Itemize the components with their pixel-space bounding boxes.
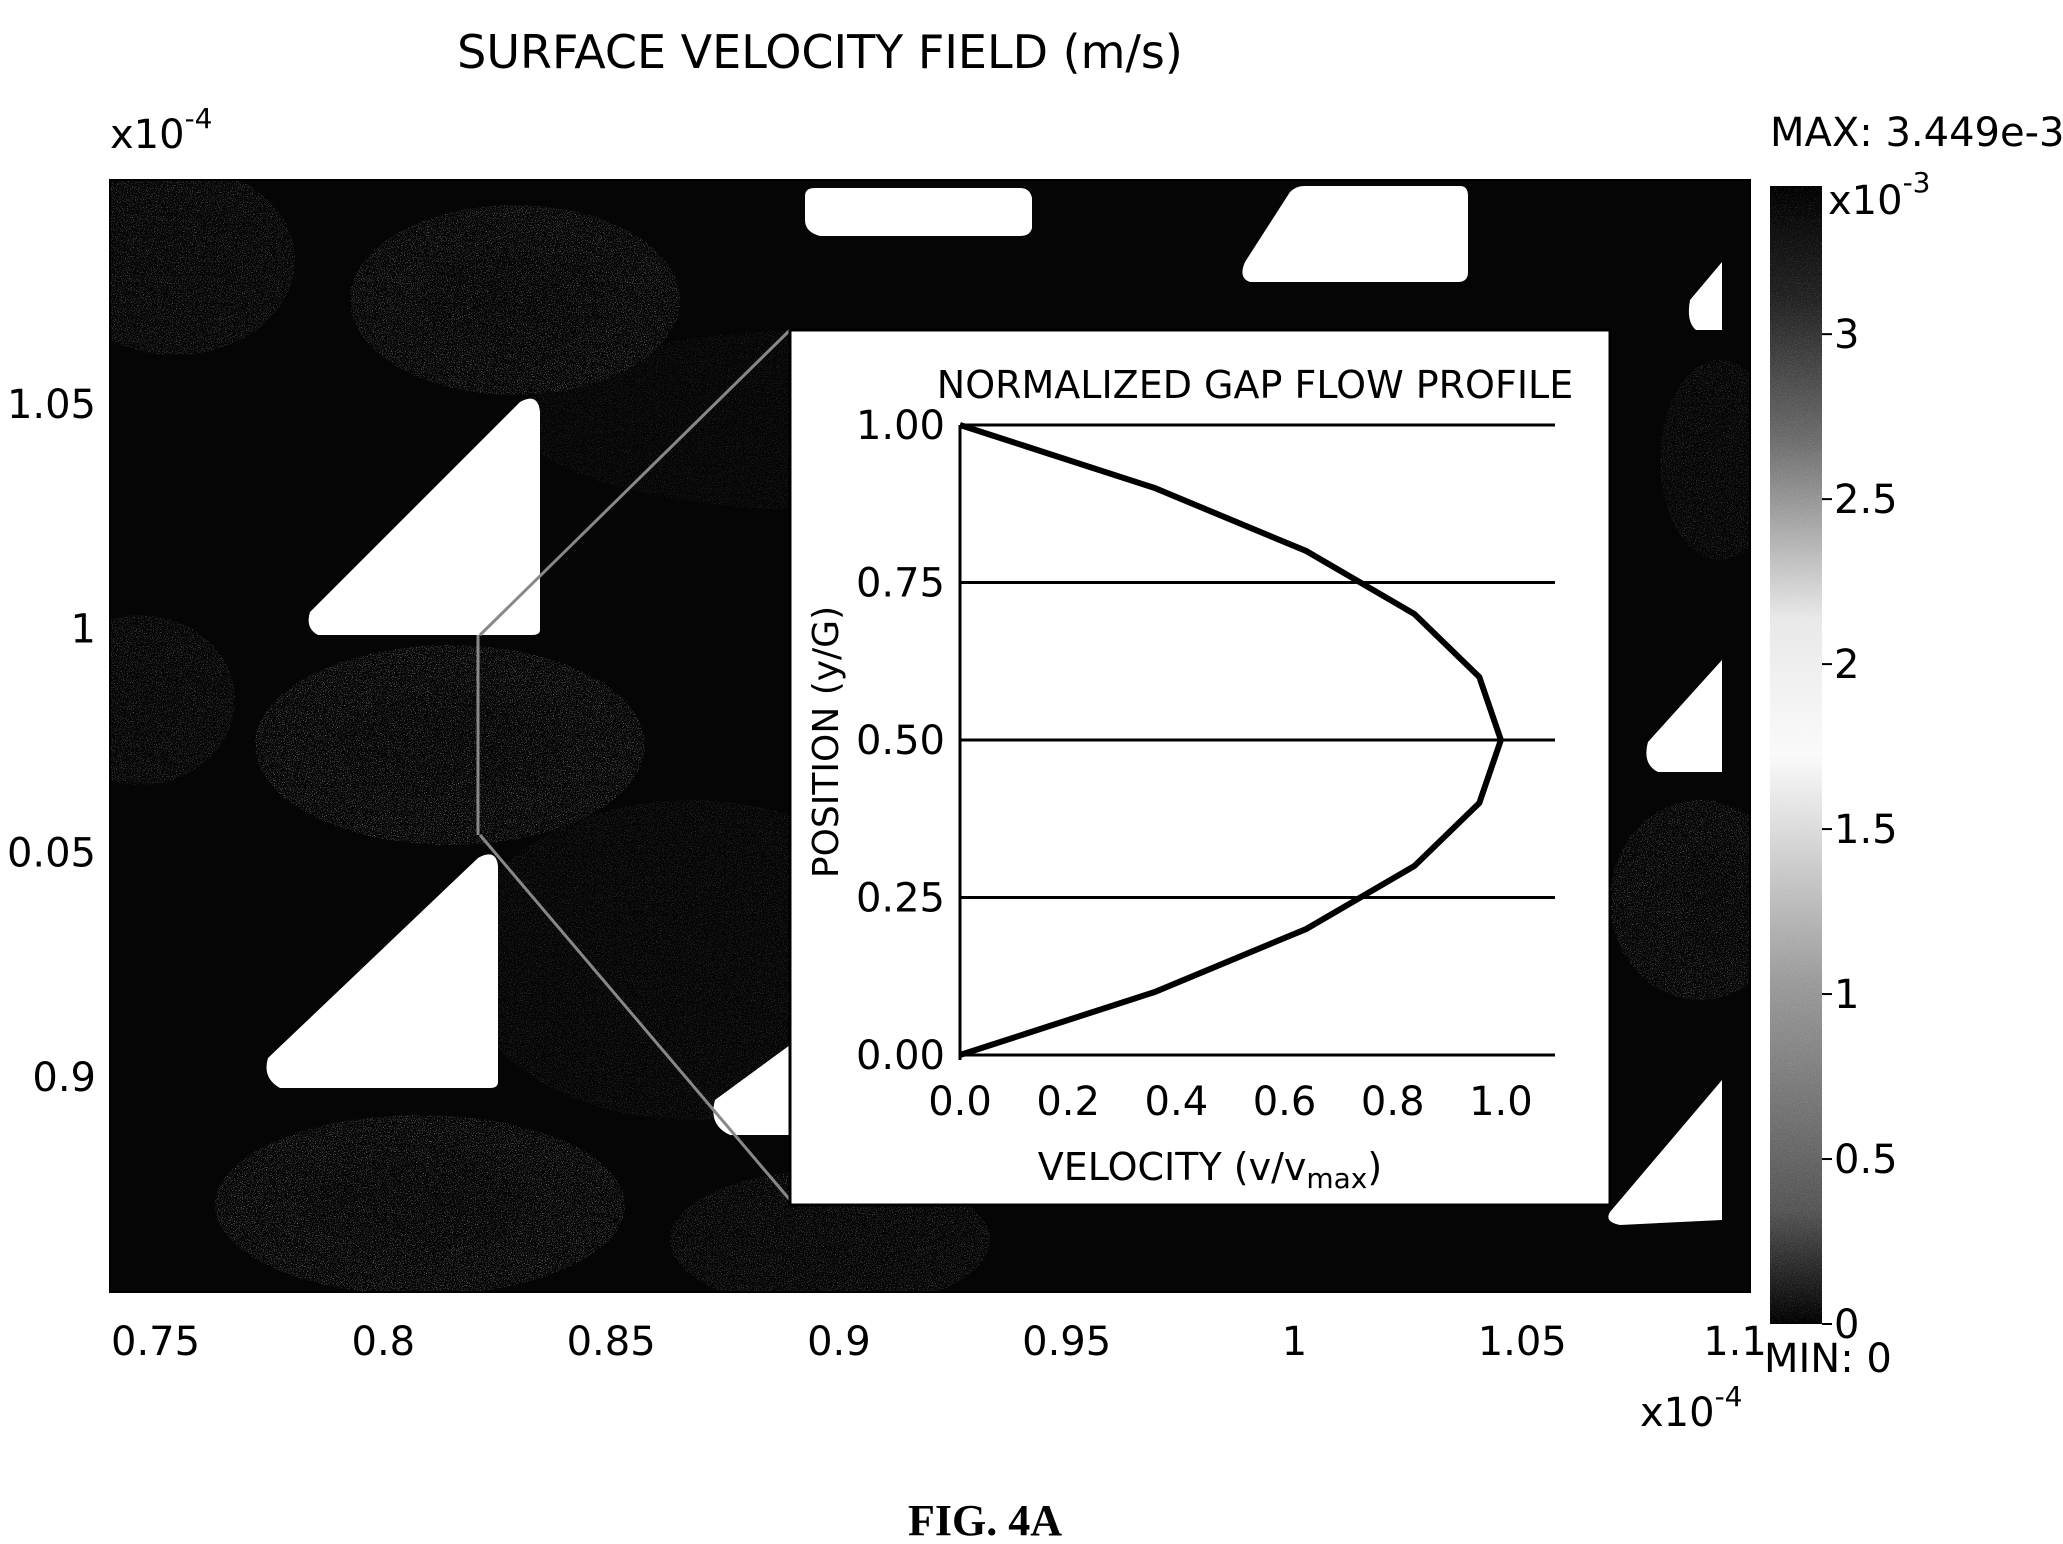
- inset-x-axis-label: VELOCITY (v/vmax): [1038, 1145, 1382, 1195]
- colorbar-ticks: 3 2.5 2 1.5 1 0.5 0: [1822, 312, 1898, 1348]
- inset-y-tick-label: 0.50: [856, 718, 945, 764]
- inset-x-tick-label: 0.6: [1253, 1079, 1317, 1125]
- inset-x-tick-label: 0.4: [1145, 1079, 1209, 1125]
- inset-title: NORMALIZED GAP FLOW PROFILE: [937, 363, 1573, 407]
- heatmap-x-tick-label: 0.85: [567, 1319, 656, 1365]
- figure-caption: FIG. 4A: [908, 1496, 1062, 1544]
- obstacle-right-edge-mid: [1646, 660, 1722, 772]
- obstacles: [266, 186, 1722, 1225]
- colorbar-tick-label: 0: [1834, 1302, 1859, 1348]
- heatmap-x-tick-label: 0.75: [111, 1319, 200, 1365]
- obstacle-lower-triangle: [266, 854, 498, 1088]
- gap-flow-inset: NORMALIZED GAP FLOW PROFILE 1.00 0.75 0.50…: [788, 328, 1612, 1207]
- core-right: [1680, 845, 1750, 955]
- obstacle-top-right: [1242, 186, 1468, 282]
- obstacle-upper-triangle: [308, 398, 540, 635]
- inset-x-tick-label: 1.0: [1469, 1079, 1533, 1125]
- gap-indicator-line-top: [478, 328, 792, 637]
- heatmap-x-tick-label: 0.95: [1022, 1319, 1111, 1365]
- obstacle-top-rounded: [805, 188, 1032, 236]
- heatmap-y-tick-label: 0.9: [32, 1055, 96, 1101]
- inset-y-axis-label: POSITION (y/G): [806, 606, 847, 878]
- inset-y-tick-label: 0.75: [856, 561, 945, 607]
- halo-right-top: [1660, 360, 1750, 560]
- core-bottom: [300, 1160, 540, 1250]
- colorbar-tick-label: 2.5: [1834, 477, 1898, 523]
- heatmap-x-tick-label: 0.8: [352, 1319, 416, 1365]
- colorbar-max-label: MAX: 3.449e-3: [1770, 110, 2063, 156]
- inset-y-tick-label: 0.25: [856, 876, 945, 922]
- inset-gridlines: [960, 423, 1555, 1057]
- core-mid: [335, 695, 565, 795]
- inset-x-tick-label: 0.8: [1361, 1079, 1425, 1125]
- colorbar-grain: [1770, 186, 1822, 1324]
- heatmap-x-tick-label: 1.05: [1478, 1319, 1567, 1365]
- colorbar-tick-label: 1: [1834, 972, 1859, 1018]
- gap-indicator-lines: [476, 328, 792, 1201]
- inset-x-ticks: 0.0 0.2 0.4 0.6 0.8 1.0: [928, 1079, 1533, 1125]
- colorbar-tick-label: 0.5: [1834, 1137, 1898, 1183]
- halo-top-left: [110, 180, 295, 355]
- inset-y-tick-label: 0.00: [856, 1033, 945, 1079]
- colorbar-min-label: MIN: 0: [1764, 1336, 1892, 1382]
- dark-cores: [300, 255, 1750, 1250]
- colorbar-tick-label: 2: [1834, 642, 1859, 688]
- inset-x-tick-label: 0.0: [928, 1079, 992, 1125]
- heatmap-y-tick-label: 1: [71, 606, 96, 652]
- colorbar-tick-label: 1.5: [1834, 807, 1898, 853]
- colorbar: MAX: 3.449e-3 x10-3 3 2.5 2 1.5 1 0.5 0 MIN: 0: [1764, 110, 2063, 1382]
- obstacle-inset-left: [713, 1045, 790, 1135]
- colorbar-multiplier: x10-3: [1828, 166, 1931, 224]
- main-chart-title: SURFACE VELOCITY FIELD (m/s): [457, 25, 1183, 79]
- heatmap-y-tick-label: 0.05: [7, 831, 96, 877]
- heatmap-x-tick-label: 0.9: [807, 1319, 871, 1365]
- velocity-profile-curve: [959, 422, 1505, 1058]
- heatmap-frame: [109, 179, 1751, 1293]
- halo-left-mid: [110, 615, 235, 785]
- obstacle-right-edge-low: [1608, 1080, 1722, 1225]
- inset-y-tick-label: 1.00: [856, 403, 945, 449]
- x-axis-multiplier: x10-4: [1640, 1380, 1743, 1436]
- heatmap-x-tick-label: 1: [1282, 1319, 1307, 1365]
- gap-indicator-line-bottom: [478, 834, 792, 1201]
- y-axis-multiplier: x10-4: [110, 102, 213, 158]
- obstacle-right-edge-top: [1688, 262, 1722, 330]
- heatmap-y-ticks: 1.05 1 0.05 0.9: [7, 382, 96, 1101]
- inset-panel: [788, 328, 1612, 1207]
- inset-x-tick-label: 0.2: [1036, 1079, 1100, 1125]
- heatmap-x-ticks: 0.75 0.8 0.85 0.9 0.95 1 1.05 1.1: [111, 1319, 1767, 1365]
- heatmap-x-tick-label: 1.1: [1703, 1319, 1767, 1365]
- inset-y-ticks: 1.00 0.75 0.50 0.25 0.00: [856, 403, 945, 1079]
- colorbar-tick-label: 3: [1834, 312, 1859, 358]
- heatmap-y-tick-label: 1.05: [7, 382, 96, 428]
- core-top: [420, 255, 610, 345]
